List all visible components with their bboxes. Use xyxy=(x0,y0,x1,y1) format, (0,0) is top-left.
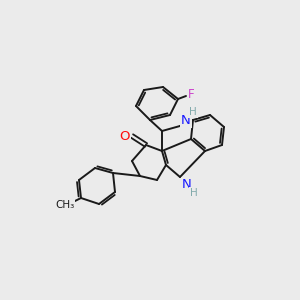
Text: CH₃: CH₃ xyxy=(56,200,75,210)
Text: F: F xyxy=(188,88,194,100)
Text: O: O xyxy=(120,130,130,142)
Text: H: H xyxy=(189,107,197,117)
Text: N: N xyxy=(181,113,191,127)
Text: N: N xyxy=(182,178,192,191)
Text: H: H xyxy=(190,188,198,198)
